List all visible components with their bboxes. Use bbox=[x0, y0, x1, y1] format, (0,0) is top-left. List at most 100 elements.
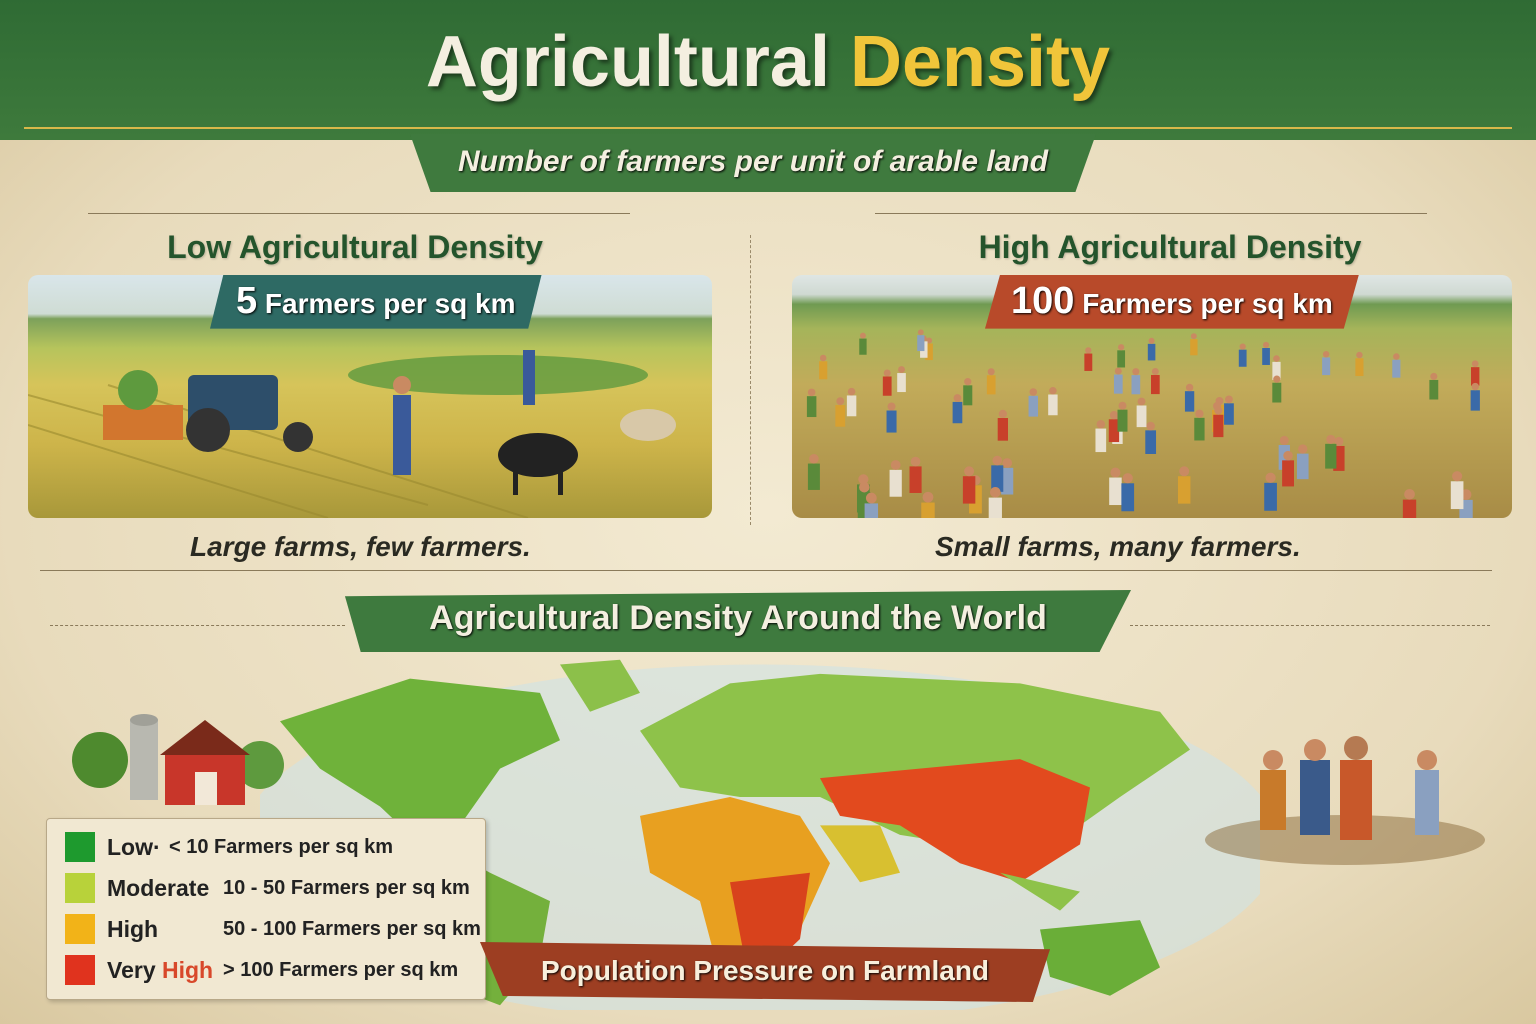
farmer-figure bbox=[864, 492, 879, 518]
farmer-figure bbox=[1145, 421, 1157, 454]
farmer-figure bbox=[1084, 347, 1093, 371]
legend-item-moderate: Moderate 10 - 50 Farmers per sq km bbox=[65, 872, 470, 904]
farmer-figure bbox=[909, 456, 922, 493]
farmer-figure bbox=[807, 453, 820, 490]
title-main: Agricultural bbox=[425, 22, 830, 102]
low-density-title: Low Agricultural Density bbox=[167, 229, 543, 265]
header-band bbox=[0, 0, 1536, 140]
farmer-figure bbox=[952, 394, 963, 424]
farmer-figure bbox=[1147, 337, 1156, 361]
subtitle-banner bbox=[410, 134, 1096, 192]
farmer-figure bbox=[1150, 368, 1160, 395]
farmer-figure bbox=[1470, 382, 1480, 411]
divider bbox=[875, 213, 1427, 214]
badge-number: 5 bbox=[236, 280, 258, 322]
farmer-figure bbox=[1402, 488, 1417, 518]
farmer-figure bbox=[1117, 344, 1126, 368]
legend-label-accent: High bbox=[162, 956, 214, 983]
legend-range: 50 - 100 Farmers per sq km bbox=[223, 918, 481, 940]
legend-swatch bbox=[65, 873, 95, 903]
farmer-figure bbox=[897, 366, 906, 393]
divider bbox=[24, 127, 1512, 129]
farmer-figure bbox=[991, 455, 1004, 492]
farmer-figure bbox=[1131, 368, 1141, 395]
farmer-figure bbox=[1450, 471, 1464, 510]
legend-swatch bbox=[65, 832, 95, 862]
farmer-figure bbox=[1109, 467, 1122, 506]
farmer-figure bbox=[1282, 450, 1294, 487]
legend-range: > 100 Farmers per sq km bbox=[223, 959, 459, 981]
farmer-figure bbox=[997, 409, 1008, 441]
legend-label: Low· bbox=[107, 833, 161, 860]
badge-unit: Farmers per sq km bbox=[264, 288, 516, 319]
crowded-farm-scene bbox=[806, 329, 1480, 518]
world-map-title: Agricultural Density Around the World bbox=[429, 599, 1047, 637]
farmer-figure bbox=[889, 460, 902, 497]
farmer-figure bbox=[1136, 397, 1147, 428]
farmer-figure bbox=[1048, 386, 1058, 416]
farmer-figure bbox=[1238, 343, 1247, 367]
farmer-figure bbox=[819, 354, 828, 380]
farmer-figure bbox=[986, 368, 996, 395]
farmer-figure bbox=[1264, 472, 1277, 511]
low-density-caption: Large farms, few farmers. bbox=[190, 531, 531, 562]
barn-illustration bbox=[72, 714, 284, 805]
farmer-figure bbox=[1272, 375, 1282, 403]
farmer-figure bbox=[1190, 333, 1198, 356]
farmer-figure bbox=[962, 466, 976, 504]
low-density-farm-illustration bbox=[28, 275, 712, 518]
farmer-figure bbox=[963, 378, 973, 406]
page-title: Agricultural Density bbox=[0, 26, 1536, 98]
farmer-figure bbox=[917, 329, 925, 352]
high-density-title: High Agricultural Density bbox=[978, 229, 1362, 265]
farmer-figure bbox=[1177, 466, 1191, 504]
farmer-figure bbox=[882, 369, 892, 396]
population-pressure-banner bbox=[480, 942, 1050, 1002]
farmer-figure bbox=[806, 388, 817, 418]
farmer-figure bbox=[1470, 360, 1480, 386]
legend-label: Moderate bbox=[107, 874, 210, 901]
farmer-figure bbox=[1028, 388, 1039, 417]
tractor-farm-scene bbox=[28, 350, 676, 518]
legend-label: High bbox=[107, 915, 159, 942]
farmer-figure bbox=[1272, 355, 1281, 380]
legend-item-very-high: Very High > 100 Farmers per sq km bbox=[65, 954, 458, 986]
farmer-figure bbox=[1296, 444, 1309, 480]
farmer-figure bbox=[1113, 367, 1123, 394]
farmer-figure bbox=[1429, 372, 1439, 400]
farmer-figure bbox=[835, 397, 846, 427]
farmer-figure bbox=[1224, 395, 1234, 425]
farmer-figure bbox=[925, 337, 933, 361]
farmer-figure bbox=[1095, 420, 1107, 453]
title-accent: Density bbox=[849, 22, 1111, 102]
low-density-badge: 5 Farmers per sq km bbox=[210, 275, 542, 329]
farmer-figure bbox=[859, 332, 867, 355]
population-pressure-text: Population Pressure on Farmland bbox=[540, 955, 990, 986]
legend-range: < 10 Farmers per sq km bbox=[169, 836, 394, 858]
badge-unit: Farmers per sq km bbox=[1082, 288, 1333, 319]
divider bbox=[1130, 625, 1490, 626]
farmer-figure bbox=[846, 387, 857, 417]
high-density-badge: 100 Farmers per sq km bbox=[985, 275, 1359, 329]
map-legend: Low· < 10 Farmers per sq km Moderate 10 - … bbox=[46, 818, 486, 1000]
farmer-figure bbox=[1355, 351, 1364, 377]
world-density-map bbox=[260, 659, 1260, 1010]
farmer-figure bbox=[1184, 383, 1195, 412]
divider bbox=[88, 213, 630, 214]
divider bbox=[750, 235, 751, 525]
farmer-figure bbox=[921, 491, 935, 518]
legend-swatch bbox=[65, 955, 95, 985]
farmer-figure bbox=[1392, 353, 1401, 378]
farmer-figure bbox=[1322, 350, 1331, 376]
world-map-banner bbox=[345, 590, 1131, 652]
farmer-figure bbox=[1194, 409, 1205, 441]
farmer-figure bbox=[988, 486, 1002, 518]
farmer-figure bbox=[1262, 341, 1270, 365]
farmer-figure bbox=[1325, 434, 1337, 469]
farmer-figure bbox=[1001, 458, 1014, 495]
legend-label: Very High bbox=[107, 956, 223, 983]
farmer-figure bbox=[1213, 406, 1224, 438]
farmer-figure bbox=[1121, 473, 1135, 512]
legend-swatch bbox=[65, 914, 95, 944]
